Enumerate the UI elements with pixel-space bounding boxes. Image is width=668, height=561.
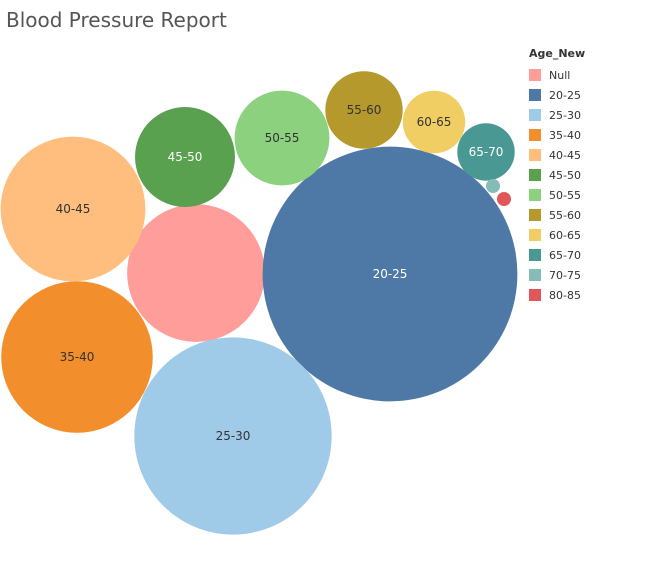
legend-label: 25-30 bbox=[549, 108, 581, 122]
legend-swatch bbox=[529, 209, 541, 221]
legend-swatch bbox=[529, 89, 541, 101]
legend-item-null[interactable]: Null bbox=[529, 65, 585, 85]
bubble-label-25-30: 25-30 bbox=[216, 429, 251, 443]
legend-swatch bbox=[529, 69, 541, 81]
legend-swatch bbox=[529, 129, 541, 141]
bubble-35-40[interactable] bbox=[1, 281, 153, 433]
legend-swatch bbox=[529, 269, 541, 281]
bubble-label-60-65: 60-65 bbox=[417, 115, 452, 129]
legend-item-25-30[interactable]: 25-30 bbox=[529, 105, 585, 125]
legend-swatch bbox=[529, 189, 541, 201]
legend-label: 70-75 bbox=[549, 268, 581, 282]
legend-item-65-70[interactable]: 65-70 bbox=[529, 245, 585, 265]
bubble-label-55-60: 55-60 bbox=[347, 103, 382, 117]
bubble-45-50[interactable] bbox=[135, 107, 235, 207]
bubble-20-25[interactable] bbox=[262, 146, 518, 402]
legend-item-70-75[interactable]: 70-75 bbox=[529, 265, 585, 285]
bubble-80-85[interactable] bbox=[497, 192, 511, 206]
legend-title: Age_New bbox=[529, 47, 586, 60]
bubble-50-55[interactable] bbox=[234, 90, 330, 186]
legend-label: 60-65 bbox=[549, 228, 581, 242]
bubble-null[interactable] bbox=[127, 204, 265, 342]
legend-item-20-25[interactable]: 20-25 bbox=[529, 85, 585, 105]
bubble-65-70[interactable] bbox=[457, 123, 515, 181]
legend: Age_New Null 20-25 25-30 35-40 40-45 45-50 50-… bbox=[529, 47, 585, 305]
bubble-25-30[interactable] bbox=[134, 337, 332, 535]
legend-item-55-60[interactable]: 55-60 bbox=[529, 205, 585, 225]
bubble-55-60[interactable] bbox=[325, 71, 403, 149]
bubble-label-65-70: 65-70 bbox=[469, 145, 504, 159]
legend-swatch bbox=[529, 289, 541, 301]
legend-label: Null bbox=[549, 68, 571, 82]
legend-label: 80-85 bbox=[549, 288, 581, 302]
legend-label: 50-55 bbox=[549, 188, 581, 202]
bubble-70-75[interactable] bbox=[486, 179, 500, 193]
legend-swatch bbox=[529, 249, 541, 261]
legend-label: 20-25 bbox=[549, 88, 581, 102]
legend-label: 45-50 bbox=[549, 168, 581, 182]
legend-label: 65-70 bbox=[549, 248, 581, 262]
legend-item-35-40[interactable]: 35-40 bbox=[529, 125, 585, 145]
bubble-label-35-40: 35-40 bbox=[60, 350, 95, 364]
legend-item-40-45[interactable]: 40-45 bbox=[529, 145, 585, 165]
legend-items: Null 20-25 25-30 35-40 40-45 45-50 50-55 55-60 6… bbox=[529, 65, 585, 305]
legend-item-45-50[interactable]: 45-50 bbox=[529, 165, 585, 185]
legend-swatch bbox=[529, 169, 541, 181]
legend-label: 55-60 bbox=[549, 208, 581, 222]
legend-label: 40-45 bbox=[549, 148, 581, 162]
legend-swatch bbox=[529, 229, 541, 241]
legend-item-80-85[interactable]: 80-85 bbox=[529, 285, 585, 305]
legend-item-50-55[interactable]: 50-55 bbox=[529, 185, 585, 205]
legend-label: 35-40 bbox=[549, 128, 581, 142]
legend-swatch bbox=[529, 109, 541, 121]
legend-swatch bbox=[529, 149, 541, 161]
legend-item-60-65[interactable]: 60-65 bbox=[529, 225, 585, 245]
bubble-label-40-45: 40-45 bbox=[56, 202, 91, 216]
bubble-label-45-50: 45-50 bbox=[168, 150, 203, 164]
chart-title: Blood Pressure Report bbox=[6, 8, 227, 32]
bubble-label-20-25: 20-25 bbox=[373, 267, 408, 281]
bubble-40-45[interactable] bbox=[0, 136, 146, 282]
bubble-label-50-55: 50-55 bbox=[265, 131, 300, 145]
bubble-60-65[interactable] bbox=[402, 90, 466, 154]
